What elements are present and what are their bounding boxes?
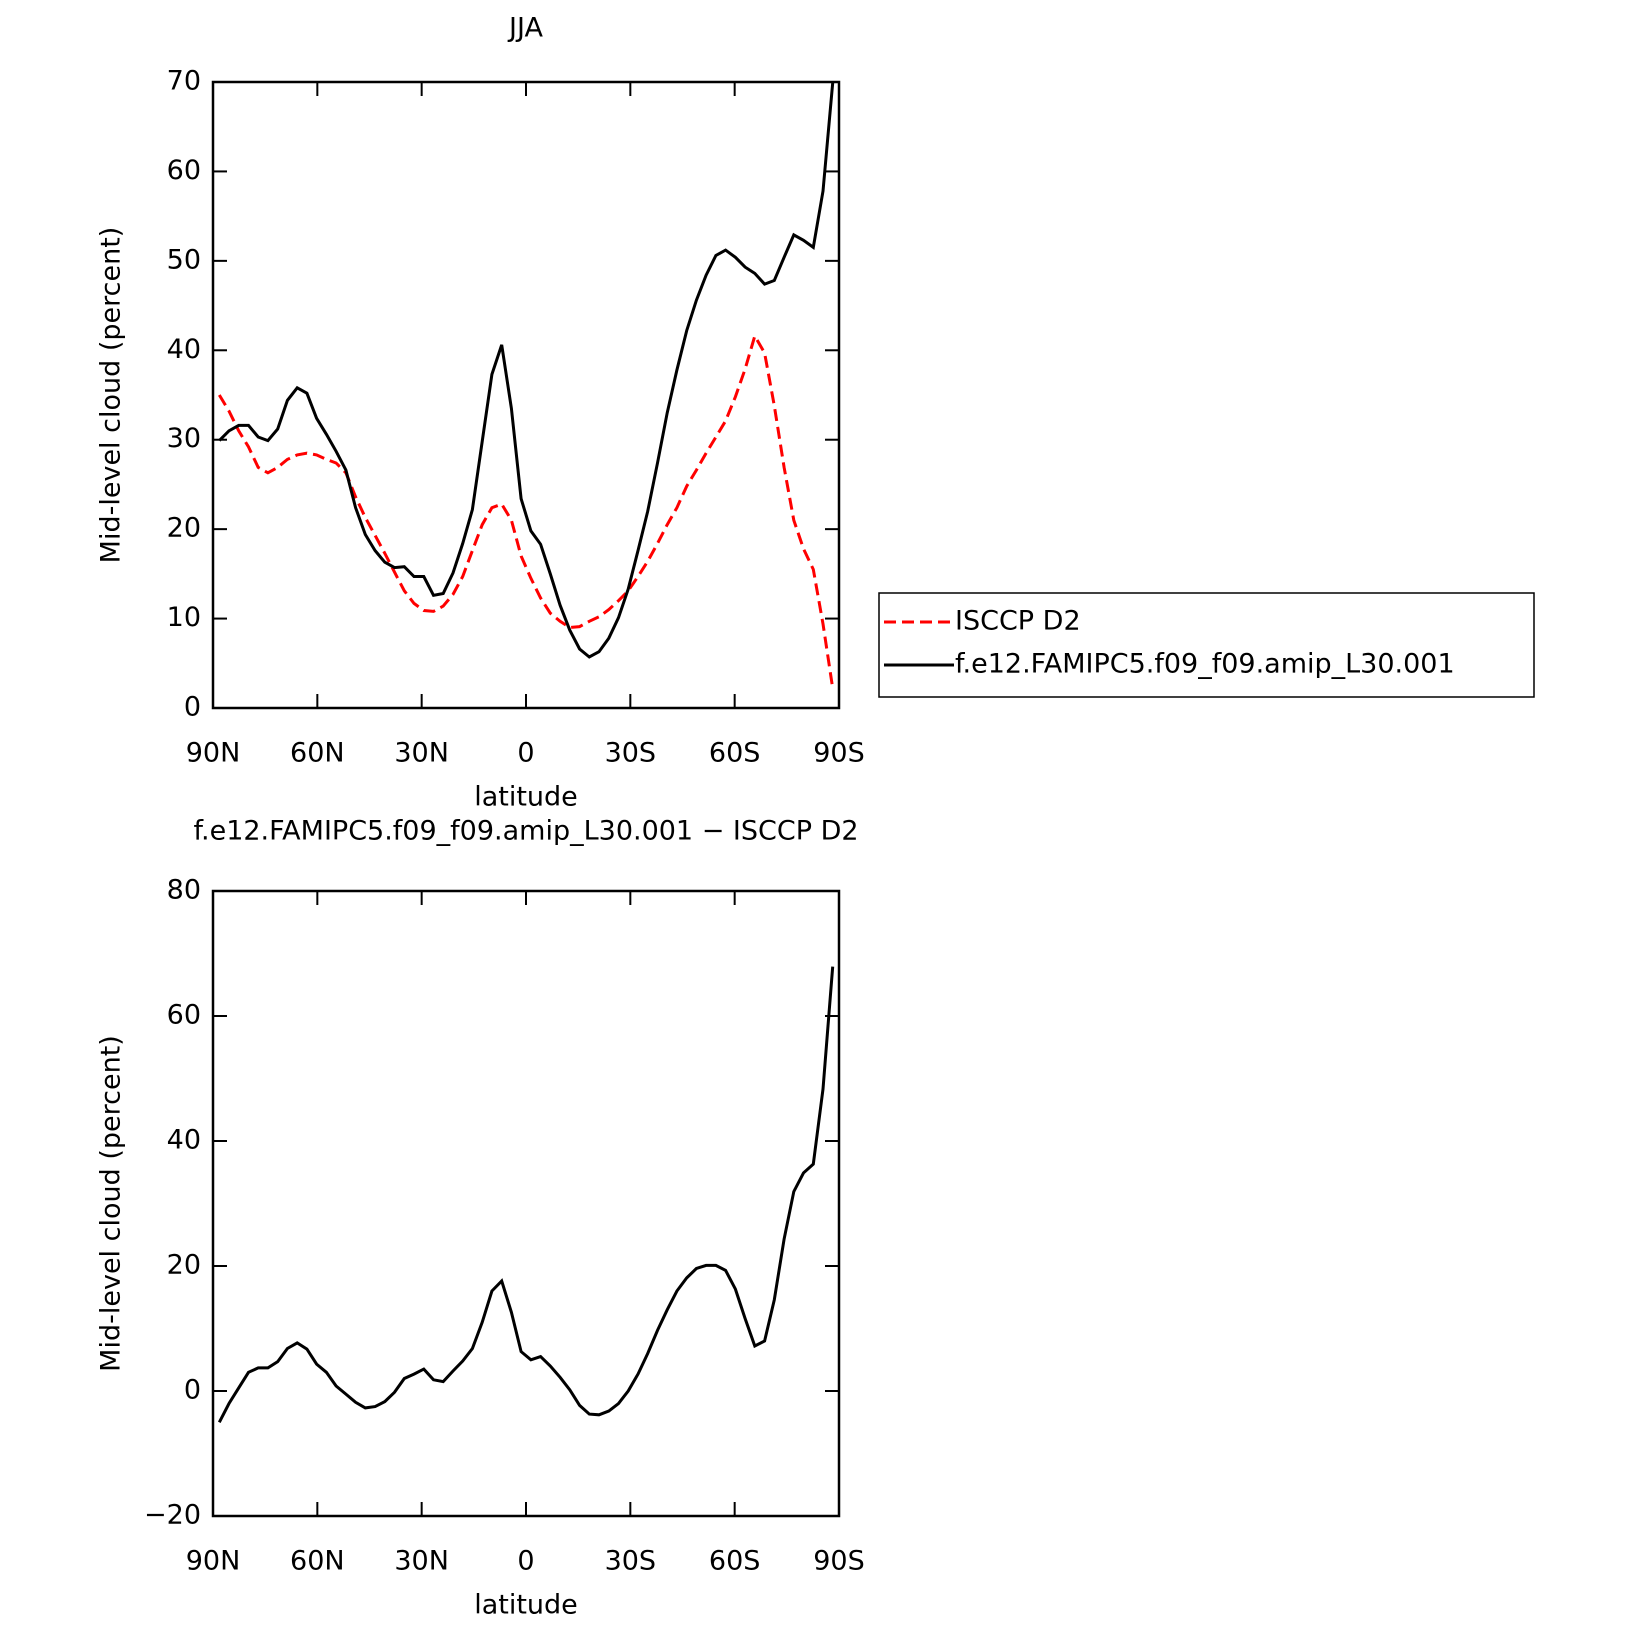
y-axis-label: Mid-level cloud (percent) — [96, 1035, 127, 1372]
x-tick-label: 90S — [813, 1546, 865, 1577]
x-tick-label: 0 — [517, 1546, 534, 1577]
x-tick-label: 30S — [605, 1546, 657, 1577]
y-tick-label: 40 — [167, 1125, 201, 1156]
x-tick-label: 60S — [709, 1546, 761, 1577]
x-tick-label: 30N — [394, 738, 449, 769]
x-axis-label: latitude — [474, 1590, 578, 1621]
plot-frame — [211, 80, 841, 710]
x-axis-label: latitude — [474, 782, 578, 813]
legend-label: ISCCP D2 — [955, 606, 1081, 637]
chart-title: f.e12.FAMIPC5.f09_f09.amip_L30.001 − ISC… — [193, 816, 858, 847]
y-tick-label: −20 — [144, 1500, 201, 1531]
y-tick-label: 50 — [167, 244, 201, 275]
y-tick-label: 20 — [167, 1250, 201, 1281]
y-tick-label: 40 — [167, 334, 201, 365]
x-tick-label: 60S — [709, 738, 761, 769]
x-tick-label: 0 — [517, 738, 534, 769]
data-line — [217, 966, 835, 1423]
legend-box — [878, 592, 1535, 698]
x-tick-label: 60N — [290, 1546, 345, 1577]
y-tick-label: 30 — [167, 423, 201, 454]
y-tick-label: 60 — [167, 1000, 201, 1031]
x-tick-label: 30N — [394, 1546, 449, 1577]
chart-title: JJA — [507, 13, 543, 44]
y-tick-label: 80 — [167, 875, 201, 906]
x-tick-label: 60N — [290, 738, 345, 769]
plot-frame — [211, 889, 841, 1518]
x-tick-label: 90S — [813, 738, 865, 769]
y-tick-label: 20 — [167, 513, 201, 544]
y-axis-label: Mid-level cloud (percent) — [96, 227, 127, 564]
y-tick-label: 0 — [184, 692, 201, 723]
y-tick-label: 0 — [184, 1375, 201, 1406]
data-line — [218, 332, 835, 689]
x-tick-label: 30S — [605, 738, 657, 769]
x-tick-label: 90N — [186, 738, 241, 769]
data-line — [218, 82, 835, 659]
legend-label: f.e12.FAMIPC5.f09_f09.amip_L30.001 — [955, 649, 1455, 680]
y-tick-label: 60 — [167, 155, 201, 186]
x-tick-label: 90N — [186, 1546, 241, 1577]
y-tick-label: 10 — [167, 602, 201, 633]
y-tick-label: 70 — [167, 66, 201, 97]
